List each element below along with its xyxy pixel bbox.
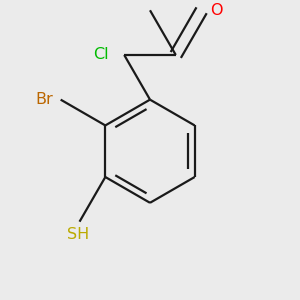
Text: O: O: [210, 3, 222, 18]
Text: SH: SH: [67, 227, 89, 242]
Text: Cl: Cl: [93, 46, 109, 62]
Text: Br: Br: [35, 92, 53, 106]
